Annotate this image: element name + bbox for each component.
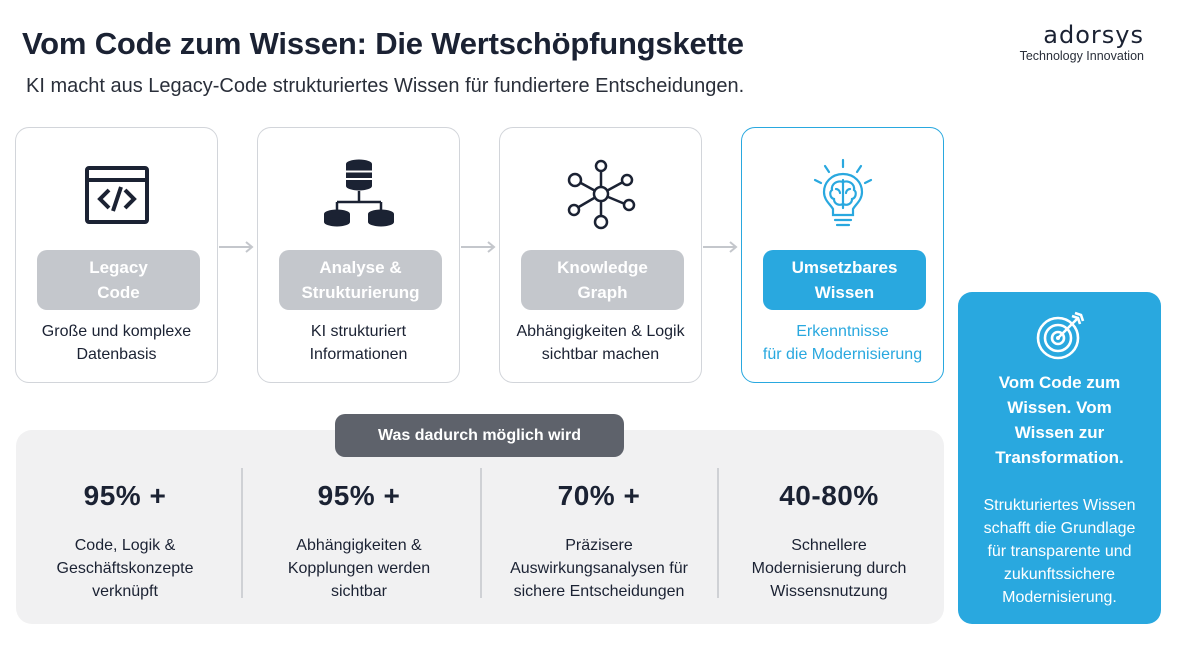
stat-item: 95% + Code, Logik & Geschäftskonzepte verk…: [10, 480, 240, 603]
step-label: Legacy Code: [37, 250, 200, 310]
step-description: Erkenntnisse für die Modernisierung: [762, 323, 923, 363]
page-subtitle: KI macht aus Legacy-Code strukturiertes …: [26, 75, 745, 97]
arrow-right-icon: [461, 241, 496, 253]
step-knowledge-graph: Knowledge Graph Abhängigkeiten & Logik sic…: [499, 127, 702, 383]
step-description: KI strukturiert Informationen: [309, 323, 408, 363]
stat-divider: [241, 468, 243, 598]
stat-divider: [480, 468, 482, 598]
brand-tagline: Technology Innovation: [1019, 49, 1144, 63]
target-icon: [1036, 311, 1084, 360]
stat-item: 40-80% Schnellere Modernisierung durch Wis…: [714, 480, 944, 603]
brain-lightbulb-icon: [813, 158, 872, 227]
stat-text: Präzisere Auswirkungsanalysen für sichere …: [510, 537, 688, 600]
callout-headline: Vom Code zum Wissen. Vom Wissen zur Transfo…: [995, 373, 1124, 467]
stat-text: Schnellere Modernisierung durch Wissensnut…: [751, 537, 907, 600]
arrow-right-icon: [219, 241, 254, 253]
step-label: Umsetzbares Wissen: [763, 250, 926, 310]
network-graph-icon: [567, 159, 635, 230]
page-title: Vom Code zum Wissen: Die Wertschöpfungsk…: [22, 26, 744, 61]
stat-item: 95% + Abhängigkeiten & Kopplungen werden s…: [244, 480, 474, 603]
arrow-right-icon: [703, 241, 738, 253]
step-description: Abhängigkeiten & Logik sichtbar machen: [516, 323, 685, 363]
step-umsetzbares-wissen: Umsetzbares Wissen Erkenntnisse für die Mo…: [741, 127, 944, 383]
step-analyse: Analyse & Strukturierung KI strukturiert I…: [257, 127, 460, 383]
brand-logo: adorsys Technology Innovation: [1020, 22, 1144, 63]
step-label: Analyse & Strukturierung: [279, 250, 442, 310]
stat-value: 95% +: [317, 480, 401, 511]
stats-heading: Was dadurch möglich wird: [335, 414, 624, 457]
callout-card: Vom Code zum Wissen. Vom Wissen zur Transfo…: [958, 292, 1161, 624]
stat-item: 70% + Präzisere Auswirkungsanalysen für si…: [484, 480, 714, 603]
stat-value: 40-80%: [779, 480, 879, 511]
brand-name: adorsys: [1043, 21, 1144, 49]
stat-text: Code, Logik & Geschäftskonzepte verknüpft: [56, 537, 194, 600]
stat-text: Abhängigkeiten & Kopplungen werden sichtba…: [287, 537, 431, 600]
step-legacy-code: Legacy Code Große und komplexe Datenbasis: [15, 127, 218, 383]
step-label: Knowledge Graph: [521, 250, 684, 310]
stat-divider: [717, 468, 719, 598]
code-window-icon: [84, 166, 149, 224]
stat-value: 70% +: [557, 480, 641, 511]
stat-value: 95% +: [83, 480, 167, 511]
database-hierarchy-icon: [323, 159, 394, 227]
callout-body: Strukturiertes Wissen schafft die Grundla…: [983, 497, 1136, 606]
step-description: Große und komplexe Datenbasis: [41, 323, 192, 363]
